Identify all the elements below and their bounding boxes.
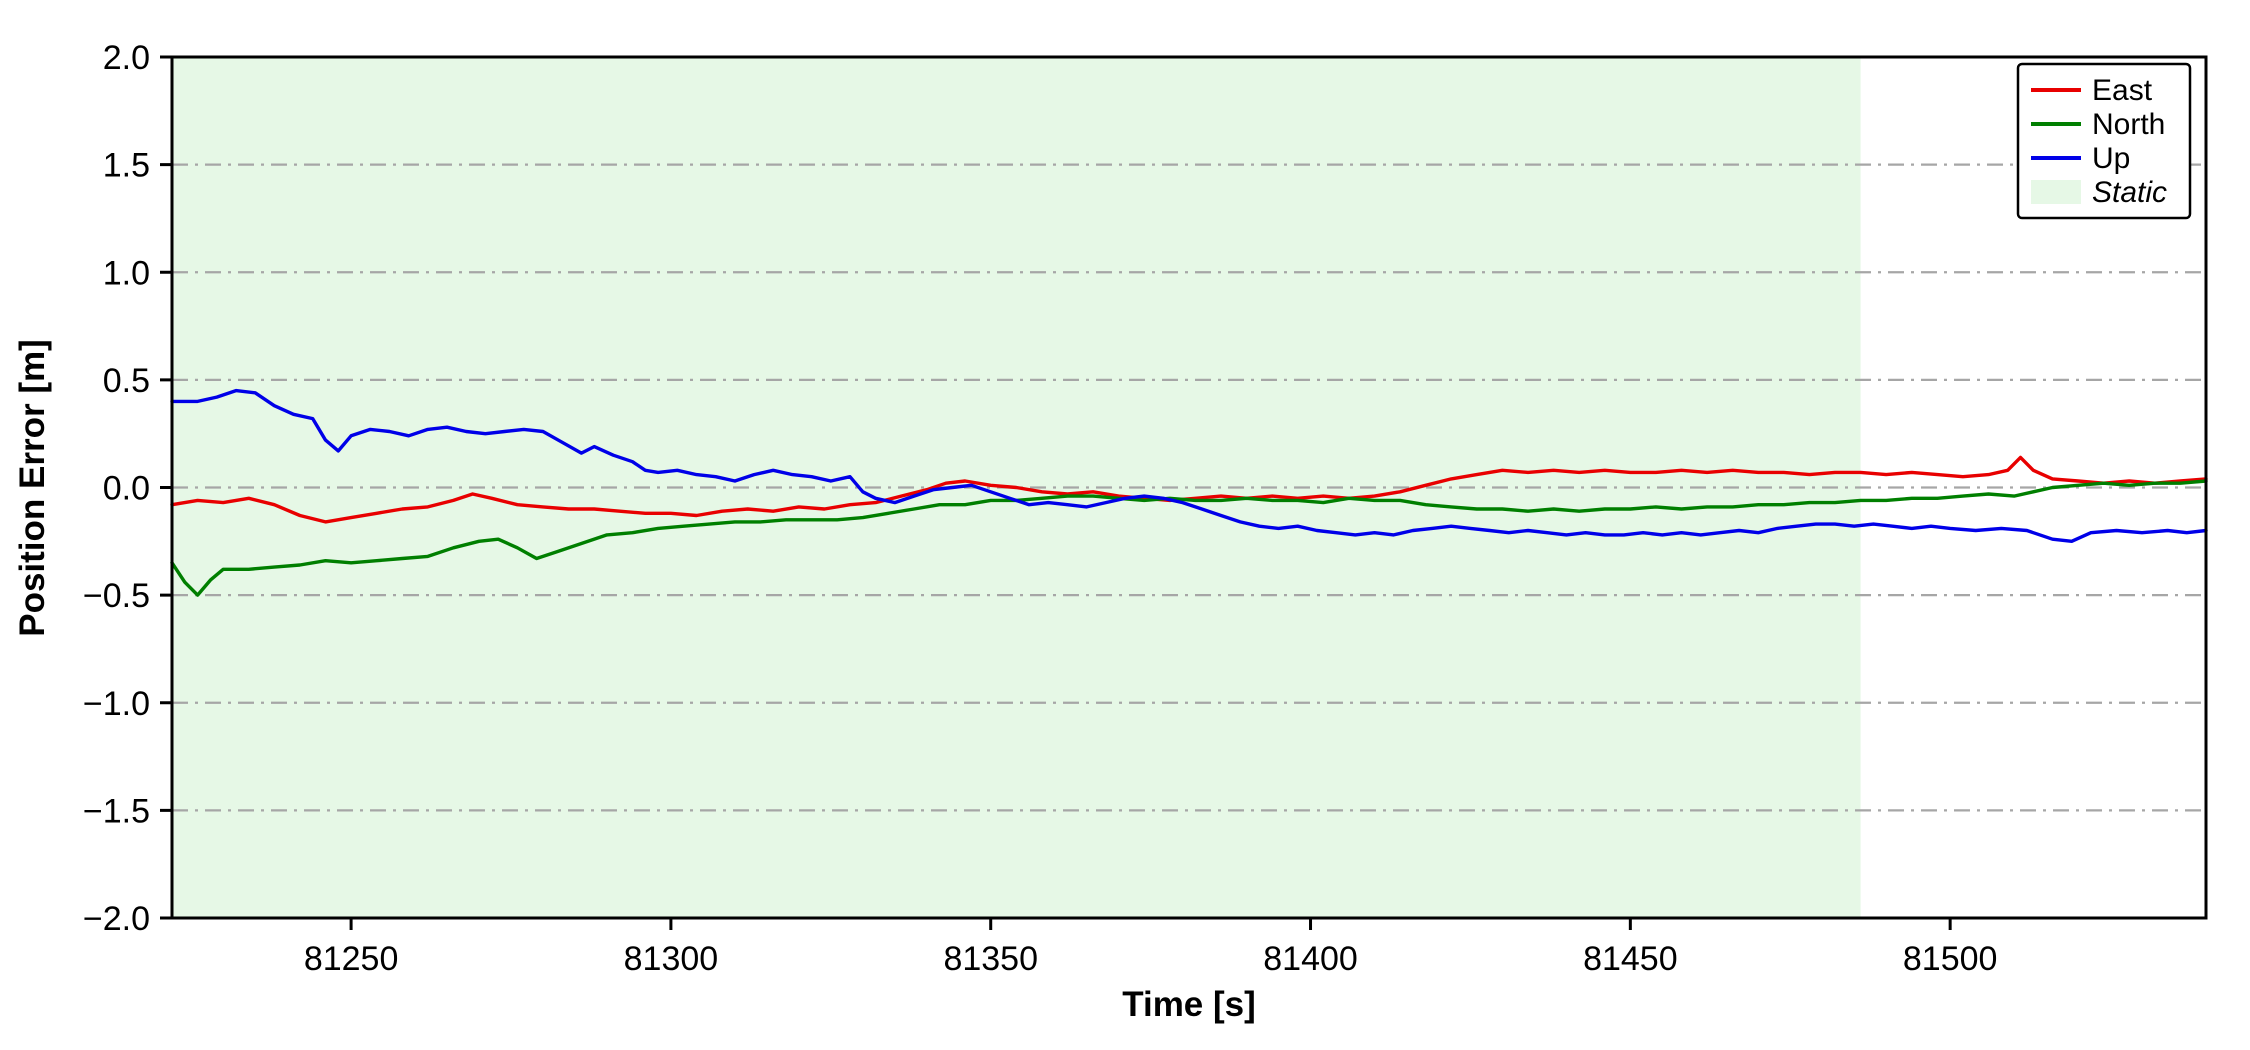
y-tick-label: 2.0 <box>103 39 150 77</box>
series-line-east <box>170 455 2208 524</box>
x-tick-label: 81350 <box>943 940 1038 978</box>
legend-label-up: Up <box>2092 142 2130 175</box>
y-tick-label: 0.5 <box>103 362 150 400</box>
x-tick-label: 81300 <box>624 940 719 978</box>
y-tick-label: 1.0 <box>103 254 150 292</box>
y-tick-label: −1.0 <box>83 685 150 723</box>
y-tick-label: 1.5 <box>103 147 150 185</box>
y-tick-label: −0.5 <box>83 577 150 615</box>
series-line-up <box>170 388 2208 543</box>
legend-label-east: East <box>2092 74 2153 107</box>
series-line-north <box>170 479 2208 597</box>
chart-layers: 81250 81300 81350 81400 81450 81500 −2.0 −1.5 −1… <box>83 39 2208 978</box>
legend-sample-static <box>2031 180 2081 204</box>
legend-label-static: Static <box>2092 176 2167 209</box>
legend-label-north: North <box>2092 108 2165 141</box>
x-tick-label: 81250 <box>304 940 399 978</box>
x-tick-label: 81500 <box>1903 940 1998 978</box>
y-axis-label: Position Error [m] <box>13 339 52 637</box>
legend-box <box>2016 62 2192 220</box>
y-tick-label: −2.0 <box>83 900 150 938</box>
x-axis-label: Time [s] <box>1122 985 1256 1024</box>
x-tick-label: 81450 <box>1583 940 1678 978</box>
x-tick-label: 81400 <box>1263 940 1358 978</box>
y-tick-label: 0.0 <box>103 470 150 508</box>
y-tick-label: −1.5 <box>83 792 150 830</box>
